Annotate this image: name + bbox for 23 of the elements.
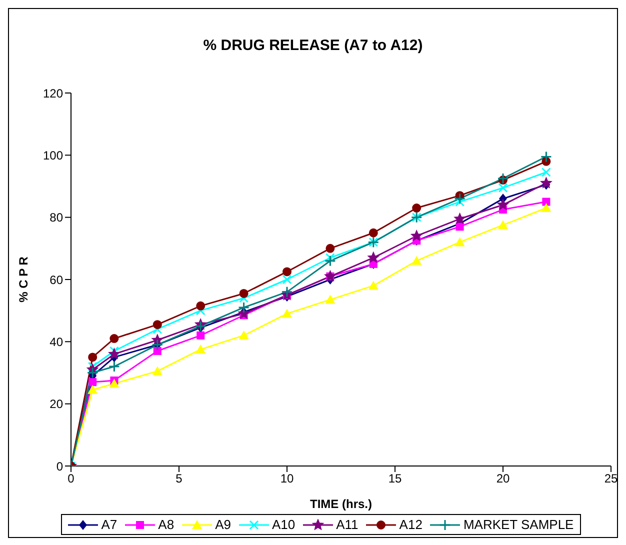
x-tick-label: 0 — [68, 472, 75, 486]
y-tick-label: 120 — [42, 86, 64, 100]
chart-title: % DRUG RELEASE (A7 to A12) — [202, 37, 424, 54]
legend-label: A12 — [399, 517, 422, 532]
legend-label: A10 — [272, 517, 296, 532]
x-tick-label: 25 — [604, 472, 618, 486]
legend-label: MARKET SAMPLE — [463, 517, 574, 532]
x-tick-label: 15 — [388, 472, 402, 486]
legend-label: A11 — [336, 517, 358, 532]
y-tick-label: 40 — [50, 334, 64, 349]
y-axis-title: % C P R — [16, 256, 30, 302]
y-tick-label: 60 — [50, 272, 64, 287]
x-tick-label: 10 — [280, 472, 294, 486]
y-tick-label: 0 — [56, 459, 64, 474]
x-tick-label: 20 — [496, 472, 510, 486]
legend-label: A8 — [158, 517, 174, 532]
x-axis-title: TIME (hrs.) — [310, 497, 372, 511]
x-tick-label: 5 — [176, 472, 183, 486]
y-tick-label: 20 — [50, 397, 64, 412]
legend-label: A9 — [215, 517, 231, 532]
y-tick-label: 80 — [50, 210, 64, 225]
legend-label: A7 — [101, 517, 118, 532]
y-tick-label: 100 — [42, 148, 64, 162]
